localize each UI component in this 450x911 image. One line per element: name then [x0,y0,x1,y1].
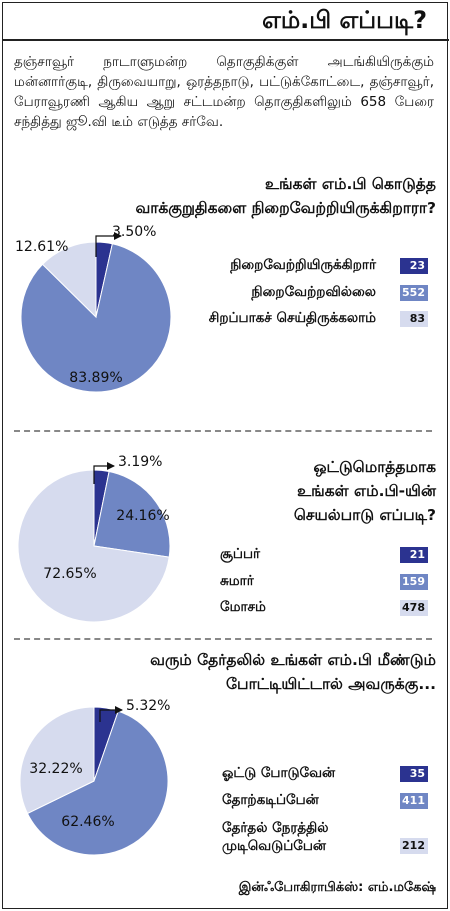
chart-3-title-line: வரும் தேர்தலில் உங்கள் எம்.பி மீண்டும் [150,651,436,669]
pie-percent-label: 5.32% [126,698,170,714]
pie-slice [19,706,95,815]
chart-3-legend-item: தோற்கடிப்பேன் 411 [218,792,428,810]
callout-arrow [93,462,115,484]
chart-1-legend-item: நிறைவேற்றவில்லை 552 [186,284,428,302]
pie-percent-label: 12.61% [15,239,68,255]
legend-label: ஓட்டு போடுவேன் [222,765,336,781]
legend-label: தேர்தல் நேரத்தில் முடிவெடுப்பேன் [222,819,328,855]
legend-count: 23 [400,258,428,274]
legend-count: 411 [400,793,428,809]
chart-3-title: வரும் தேர்தலில் உங்கள் எம்.பி மீண்டும் ப… [150,648,436,696]
pie-slice [41,241,97,319]
legend-label: சுமார் [220,573,254,589]
chart-2-title-line: உங்கள் எம்.பி-யின் [297,482,436,500]
chart-1-legend-item: சிறப்பாகச் செய்திருக்கலாம் 83 [186,310,428,328]
legend-label: சூப்பர் [220,546,261,562]
chart-3-title-line: போட்டியிட்டால் அவருக்கு... [226,675,436,693]
pie-percent-label: 3.50% [112,224,156,240]
legend-label-line: தேர்தல் நேரத்தில் [222,820,329,836]
chart-1-title-line: வாக்குறுதிகளை நிறைவேற்றியிருக்கிறாரா? [135,199,436,217]
legend-count: 159 [400,574,428,590]
pie-percent-label: 62.46% [61,814,114,830]
chart-2-legend-item: சுமார் 159 [216,573,428,591]
legend-count: 21 [400,547,428,563]
chart-2-title-line: ஒட்டுமொத்தமாக [313,458,436,476]
chart-3-legend-item: தேர்தல் நேரத்தில் முடிவெடுப்பேன் 212 [218,819,428,855]
legend-count: 478 [400,600,428,616]
pie-slice [20,243,172,393]
callout-arrow [99,706,123,722]
pie-percent-label: 83.89% [69,370,122,386]
credit-text: இன்ஃபோகிராபிக்ஸ்: எம்.மகேஷ் [238,880,436,895]
chart-2-legend-item: சூப்பர் 21 [216,546,428,564]
chart-3-legend-item: ஓட்டு போடுவேன் 35 [218,765,428,783]
pie-percent-label: 24.16% [116,508,169,524]
pie-slice [17,469,170,623]
section-divider [14,430,432,432]
legend-label: நிறைவேற்றவில்லை [251,284,376,300]
pie-percent-label: 72.65% [43,566,96,582]
legend-label: தோற்கடிப்பேன் [222,792,319,808]
legend-count: 212 [400,838,428,854]
chart-1-legend-item: நிறைவேற்றியிருக்கிறார் 23 [186,257,428,275]
section-divider [14,638,432,640]
legend-count: 83 [400,311,428,327]
chart-2-title: ஒட்டுமொத்தமாக உங்கள் எம்.பி-யின் செயல்பா… [294,455,436,527]
callout-arrow [95,232,122,257]
pie-slice [26,710,169,856]
chart-2-title-line: செயல்பாடு எப்படி? [293,506,436,524]
pie-percent-label: 3.19% [118,454,162,470]
pie-slice [93,470,171,558]
legend-label: நிறைவேற்றியிருக்கிறார் [230,257,376,273]
title-bar: எம்.பி எப்படி? [3,3,449,41]
chart-1-title-line: உங்கள் எம்.பி கொடுத்த [264,175,436,193]
page-title: எம்.பி எப்படி? [262,6,427,34]
legend-count: 35 [400,766,428,782]
legend-label: மோசம் [220,599,266,615]
chart-2-legend-item: மோசம் 478 [216,599,428,617]
chart-1-title: உங்கள் எம்.பி கொடுத்த வாக்குறுதிகளை நிறை… [135,172,436,220]
legend-count: 552 [400,285,428,301]
pie-percent-label: 32.22% [29,761,82,777]
intro-text: தஞ்சாவூர் நாடாளுமன்ற தொகுதிக்குள் அடங்கி… [14,54,434,130]
legend-label-line: முடிவெடுப்பேன் [222,838,326,854]
legend-label: சிறப்பாகச் செய்திருக்கலாம் [208,310,376,326]
